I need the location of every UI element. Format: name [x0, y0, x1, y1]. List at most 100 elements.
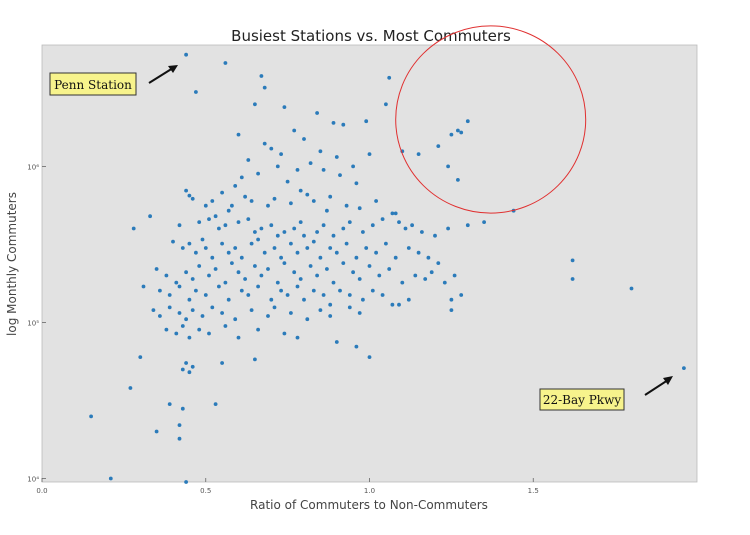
- data-point: [190, 277, 195, 281]
- data-point: [272, 246, 277, 250]
- data-point: [292, 128, 297, 133]
- y-tick-label: 10⁴: [27, 476, 39, 484]
- data-point: [177, 423, 182, 427]
- data-point: [341, 261, 346, 265]
- annotation-label-penn: Penn Station: [54, 78, 132, 92]
- data-point: [318, 149, 323, 154]
- data-point: [164, 327, 169, 332]
- data-point: [108, 476, 113, 481]
- data-point: [302, 233, 306, 238]
- data-point: [413, 273, 418, 278]
- data-point: [334, 340, 339, 344]
- data-point: [282, 261, 287, 265]
- data-point: [203, 293, 208, 297]
- data-point: [570, 277, 575, 281]
- data-point: [298, 188, 303, 193]
- data-point: [341, 122, 346, 127]
- data-point: [236, 132, 241, 137]
- data-point: [220, 241, 225, 246]
- data-point: [429, 270, 434, 275]
- data-point: [266, 267, 270, 271]
- data-point: [184, 270, 189, 275]
- data-point: [289, 311, 293, 315]
- data-point: [233, 246, 238, 250]
- data-point: [357, 277, 362, 281]
- data-point: [220, 311, 225, 315]
- x-tick-label: 1.0: [364, 487, 375, 495]
- data-point: [197, 220, 202, 225]
- data-point: [354, 344, 359, 349]
- data-point: [423, 277, 428, 281]
- data-point: [321, 168, 326, 172]
- data-point: [364, 246, 369, 250]
- data-point: [289, 201, 293, 206]
- data-point: [223, 223, 228, 228]
- data-point: [328, 302, 333, 307]
- data-point: [184, 52, 189, 57]
- data-point: [269, 223, 274, 228]
- data-point: [210, 255, 215, 260]
- data-point: [167, 402, 172, 406]
- data-point: [328, 314, 333, 318]
- data-point: [682, 366, 686, 370]
- data-point: [177, 311, 182, 315]
- annotation-arrow-penn: [148, 67, 174, 84]
- data-point: [256, 327, 260, 332]
- data-point: [200, 314, 205, 318]
- data-point: [197, 264, 202, 268]
- data-point: [390, 302, 395, 307]
- data-point: [384, 241, 388, 246]
- data-point: [187, 297, 192, 302]
- data-point: [180, 324, 185, 328]
- data-point: [174, 280, 179, 285]
- data-point: [230, 203, 234, 208]
- data-point: [315, 111, 319, 115]
- data-point: [259, 273, 264, 278]
- data-point: [220, 190, 225, 195]
- data-point: [449, 297, 454, 302]
- data-point: [253, 230, 257, 234]
- data-point: [180, 246, 185, 250]
- data-point: [210, 305, 215, 310]
- data-point: [298, 277, 303, 281]
- annotation-penn-station: Penn Station: [49, 65, 178, 96]
- data-point: [295, 250, 300, 255]
- data-point: [187, 370, 192, 375]
- data-point: [325, 208, 329, 213]
- data-point: [210, 199, 215, 203]
- data-point: [295, 284, 300, 289]
- data-point: [406, 246, 411, 250]
- data-point: [347, 305, 352, 310]
- data-point: [184, 361, 189, 365]
- data-point: [223, 280, 228, 285]
- data-point: [459, 293, 464, 297]
- x-tick-label: 1.5: [528, 487, 539, 495]
- data-point: [187, 335, 192, 340]
- highlight-ellipse: [395, 25, 587, 214]
- data-point: [256, 171, 260, 176]
- data-point: [217, 226, 221, 231]
- data-point: [187, 241, 192, 246]
- data-point: [338, 288, 342, 293]
- data-point: [167, 305, 172, 310]
- data-point: [334, 250, 339, 255]
- data-point: [354, 255, 359, 260]
- data-point: [321, 223, 326, 228]
- data-point: [629, 286, 634, 291]
- data-point: [249, 308, 254, 312]
- data-point: [285, 179, 290, 184]
- annotation-box-penn: [49, 72, 137, 96]
- data-point: [416, 250, 421, 255]
- data-point: [171, 239, 175, 244]
- data-point: [403, 226, 408, 231]
- data-point: [236, 220, 241, 225]
- data-point: [482, 220, 486, 225]
- data-point: [131, 226, 136, 231]
- data-point: [184, 480, 189, 484]
- data-point: [315, 230, 319, 234]
- data-point: [374, 199, 378, 203]
- data-point: [295, 168, 300, 172]
- data-point: [236, 335, 241, 340]
- data-point: [370, 288, 375, 293]
- data-point: [275, 233, 280, 238]
